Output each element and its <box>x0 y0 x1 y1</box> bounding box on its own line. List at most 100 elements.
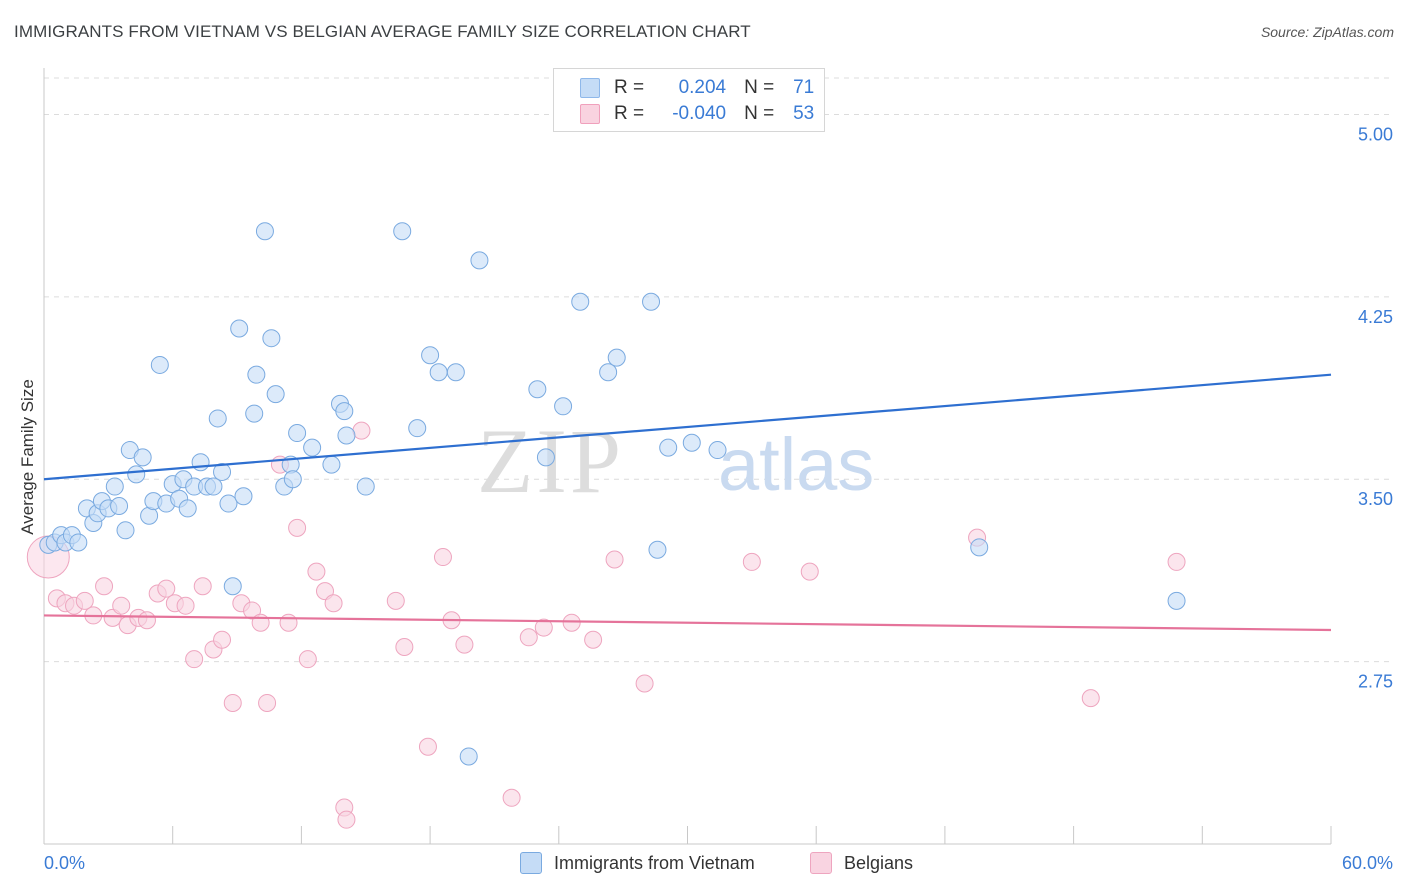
vietnam-point <box>429 363 448 382</box>
vietnam-point <box>528 380 547 399</box>
vietnam-point <box>230 319 249 338</box>
belgians-point <box>176 596 195 615</box>
belgians-point <box>324 594 343 613</box>
vietnam-point <box>536 448 555 467</box>
belgians-point <box>584 630 603 649</box>
vietnam-point <box>219 494 238 513</box>
belgians-point <box>185 650 204 669</box>
vietnam-point <box>133 448 152 467</box>
vietnam-point <box>110 496 129 515</box>
vietnam-point <box>659 438 678 457</box>
vietnam-point <box>283 470 302 489</box>
belgians-point <box>307 562 326 581</box>
vietnam-point <box>208 409 227 428</box>
y-tick-label: 4.25 <box>1358 307 1393 327</box>
source-label: Source: ZipAtlas.com <box>1260 24 1394 40</box>
vietnam-point <box>178 499 197 518</box>
vietnam-point <box>322 455 341 474</box>
legend-row-vietnam: R = 0.204 N = 71 <box>580 76 814 100</box>
vietnam-point <box>266 385 285 404</box>
vietnam-point <box>642 292 661 311</box>
belgians-point <box>433 548 452 567</box>
belgians-point <box>502 788 521 807</box>
y-axis-label: Average Family Size <box>18 379 37 535</box>
belgians-point <box>103 608 122 627</box>
vietnam-point <box>554 397 573 416</box>
belgians-point <box>337 810 356 829</box>
belgians-point <box>315 582 334 601</box>
y-tick-label: 3.50 <box>1358 489 1393 509</box>
vietnam-point <box>571 292 590 311</box>
belgians-point <box>562 613 581 632</box>
vietnam-point <box>204 477 223 496</box>
vietnam-point <box>116 521 135 540</box>
y-tick-label: 2.75 <box>1358 672 1393 692</box>
series-legend: Immigrants from Vietnam Belgians <box>0 852 1406 876</box>
vietnam-point <box>408 419 427 438</box>
legend-swatch-belgians <box>580 104 600 124</box>
watermark: ZIP atlas <box>477 410 874 512</box>
legend-r-value: -0.040 <box>672 103 727 124</box>
chart-title: IMMIGRANTS FROM VIETNAM VS BELGIAN AVERA… <box>14 22 751 41</box>
series-swatch-vietnam <box>520 852 542 874</box>
vietnam-point <box>682 433 701 452</box>
vietnam-point <box>421 346 440 365</box>
vietnam-point <box>335 402 354 421</box>
tick-labels: 2.75 3.50 4.25 5.00 0.0% 60.0% <box>44 124 1393 873</box>
vietnam-point <box>150 355 169 374</box>
legend-r-value: 0.204 <box>678 77 727 98</box>
series-legend-belgians[interactable]: Belgians <box>810 852 913 874</box>
vietnam-point <box>105 477 124 496</box>
trend-lines <box>43 373 1332 632</box>
belgians-trend-line <box>43 614 1332 632</box>
vietnam-point <box>255 222 274 241</box>
belgians-point <box>112 596 131 615</box>
vietnam-point <box>303 438 322 457</box>
belgians-point <box>800 562 819 581</box>
belgians-point <box>223 693 242 712</box>
belgians-point <box>137 611 156 630</box>
vietnam-point <box>607 348 626 367</box>
gridlines <box>44 77 1393 663</box>
vietnam-point <box>245 404 264 423</box>
vietnam-point <box>470 251 489 270</box>
axes <box>43 68 1332 845</box>
belgians-point <box>386 591 405 610</box>
belgians-point <box>213 630 232 649</box>
vietnam-point <box>234 487 253 506</box>
belgians-point <box>157 579 176 598</box>
belgians-point <box>455 635 474 654</box>
belgians-point <box>288 518 307 537</box>
vietnam-point <box>69 533 88 552</box>
vietnam-point <box>262 329 281 348</box>
stats-legend: R = 0.204 N = 71 R = -0.040 N = 53 <box>553 68 825 132</box>
belgians-point <box>95 577 114 596</box>
belgians-point <box>258 693 277 712</box>
vietnam-point <box>337 426 356 445</box>
belgians-point <box>1081 689 1100 708</box>
legend-n-value: 71 <box>793 77 815 98</box>
series-legend-vietnam[interactable]: Immigrants from Vietnam <box>520 852 755 874</box>
legend-row-belgians: R = -0.040 N = 53 <box>580 102 814 126</box>
vietnam-point <box>446 363 465 382</box>
vietnam-point <box>648 540 667 559</box>
vietnam-point <box>247 365 266 384</box>
belgians-point <box>298 650 317 669</box>
belgians-point <box>193 577 212 596</box>
legend-r-label: R = <box>614 103 645 124</box>
belgians-point <box>605 550 624 569</box>
legend-swatch-vietnam <box>580 78 600 98</box>
belgians-point <box>279 613 298 632</box>
legend-n-label: N = <box>744 103 775 124</box>
vietnam-point <box>599 363 618 382</box>
legend-r-label: R = <box>614 77 645 98</box>
vietnam-point <box>356 477 375 496</box>
vietnam-point <box>970 538 989 557</box>
belgians-point <box>395 638 414 657</box>
belgians-point <box>519 628 538 647</box>
legend-n-value: 53 <box>793 103 815 124</box>
legend-n-label: N = <box>744 77 775 98</box>
vietnam-point <box>191 453 210 472</box>
series-label-vietnam: Immigrants from Vietnam <box>554 852 755 873</box>
